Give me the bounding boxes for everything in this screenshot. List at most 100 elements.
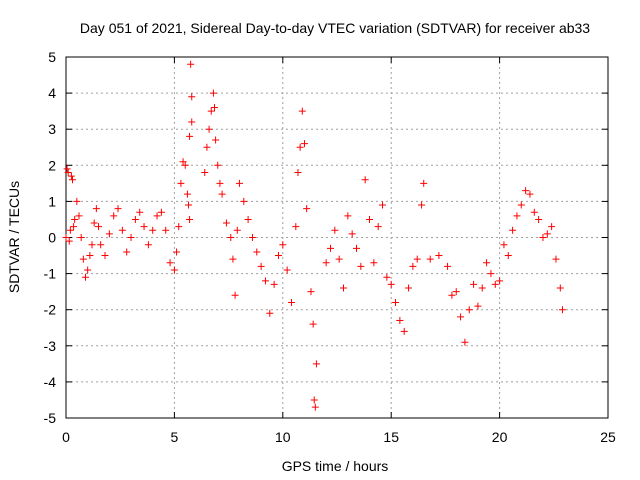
data-point (556, 284, 564, 292)
data-point (235, 179, 243, 187)
y-axis-label: SDTVAR / TECUs (6, 181, 22, 293)
data-point (370, 259, 378, 267)
x-tick-label: 25 (600, 429, 616, 445)
data-point (307, 288, 315, 296)
data-point (82, 273, 90, 281)
data-point (387, 280, 395, 288)
data-point (157, 208, 165, 216)
data-point (312, 360, 320, 368)
data-point (253, 248, 261, 256)
y-tick-label: -2 (44, 302, 57, 318)
data-point (127, 234, 135, 241)
data-point (88, 241, 96, 249)
data-point (136, 208, 144, 216)
y-tick-label: 1 (48, 193, 56, 209)
data-point (558, 306, 566, 314)
data-point (331, 226, 339, 234)
data-point (392, 298, 400, 306)
data-point (311, 403, 319, 411)
x-tick-label: 0 (62, 429, 70, 445)
data-point (491, 280, 499, 288)
data-point (69, 176, 77, 184)
data-point (435, 252, 443, 260)
data-point (63, 165, 71, 173)
data-points (62, 60, 566, 411)
data-point (110, 212, 118, 220)
data-point (548, 223, 556, 231)
data-point (114, 205, 122, 213)
data-point (181, 161, 189, 169)
data-point (170, 266, 178, 274)
data-point (483, 259, 491, 267)
data-point (214, 161, 222, 169)
y-tick-label: -5 (44, 410, 57, 426)
data-point (361, 176, 369, 184)
data-point (203, 143, 211, 151)
data-point (229, 255, 237, 263)
data-point (535, 215, 543, 223)
data-point (379, 201, 387, 209)
data-point (173, 248, 181, 256)
data-point (216, 179, 224, 187)
data-point (187, 60, 195, 68)
y-tick-label: 5 (48, 49, 56, 65)
data-point (183, 190, 191, 198)
data-point (205, 125, 213, 133)
data-point (420, 179, 428, 187)
data-point (95, 223, 103, 231)
data-point (274, 252, 282, 260)
data-point (496, 277, 504, 285)
data-point (149, 226, 157, 234)
data-point (62, 234, 70, 241)
data-point (539, 234, 547, 241)
y-tick-label: -3 (44, 338, 57, 354)
data-point (294, 169, 302, 177)
data-point (186, 215, 194, 223)
data-point (123, 248, 131, 256)
data-point (303, 205, 311, 213)
data-point (448, 291, 456, 299)
data-point (292, 223, 300, 231)
data-point (177, 179, 185, 187)
data-point (470, 280, 478, 288)
data-point (326, 244, 334, 252)
x-tick-label: 10 (275, 429, 291, 445)
data-point (153, 212, 161, 220)
data-point (207, 107, 215, 115)
data-point (131, 215, 139, 223)
data-point (322, 259, 330, 267)
data-point (279, 241, 287, 249)
data-point (283, 266, 291, 274)
data-point (270, 280, 278, 288)
data-point (64, 169, 72, 177)
grid-lines (66, 57, 608, 418)
data-point (348, 230, 356, 238)
data-point (517, 201, 525, 209)
data-point (418, 201, 426, 209)
data-point (67, 172, 75, 180)
data-point (244, 215, 252, 223)
data-point (500, 241, 508, 249)
data-point (233, 226, 241, 234)
data-point (166, 259, 174, 267)
data-point (71, 215, 79, 223)
y-tick-label: 2 (48, 157, 56, 173)
data-point (374, 223, 382, 231)
chart-title: Day 051 of 2021, Sidereal Day-to-day VTE… (80, 20, 590, 36)
x-tick-label: 15 (383, 429, 399, 445)
data-point (105, 230, 113, 238)
data-point (86, 252, 94, 260)
data-point (188, 118, 196, 126)
data-point (366, 215, 374, 223)
data-point (231, 291, 239, 299)
axis-ticks: 0 5 10 15 20 25 -5 -4 -3 -2 -1 0 1 2 3 4 5 (44, 49, 616, 445)
data-point (212, 136, 220, 144)
data-point (287, 298, 295, 306)
y-tick-label: 3 (48, 121, 56, 137)
data-point (175, 223, 183, 231)
data-point (522, 187, 530, 195)
data-point (509, 226, 517, 234)
data-point (526, 190, 534, 198)
data-point (344, 212, 352, 220)
